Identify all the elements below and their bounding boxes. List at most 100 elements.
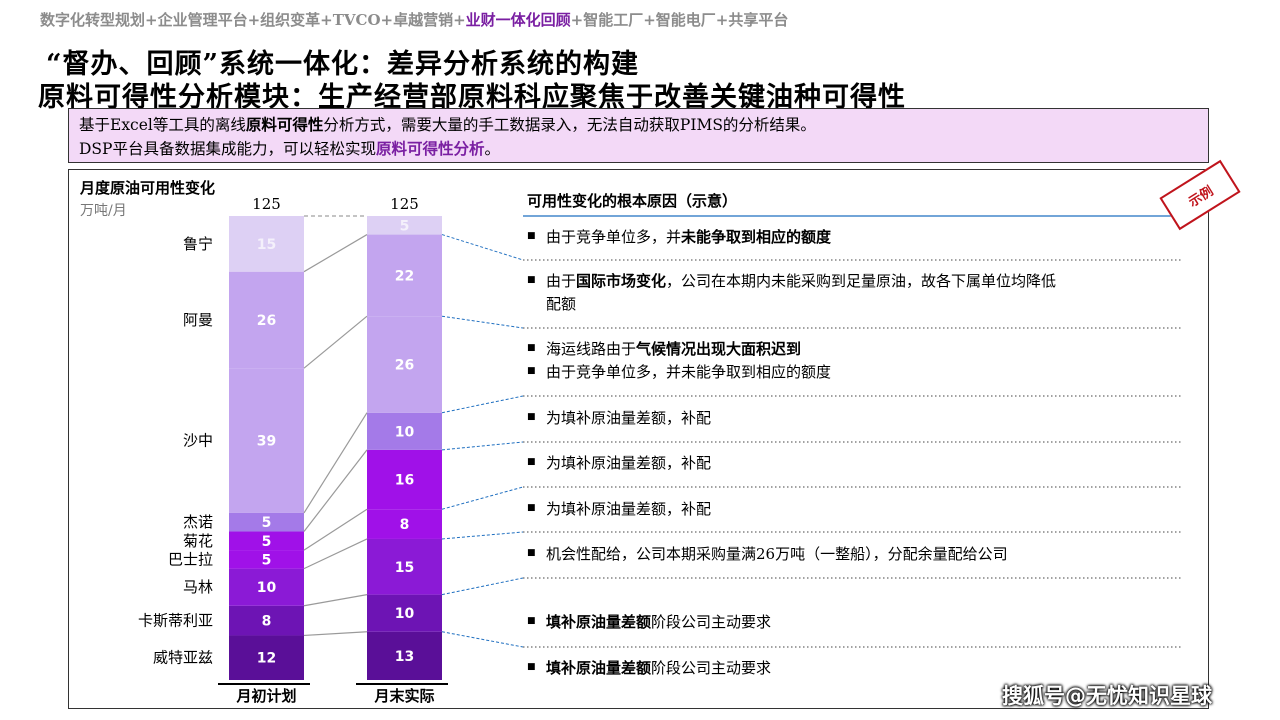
data-label: 10 bbox=[395, 606, 415, 622]
intro-text: 分析方式，需要大量的手工数据录入，无法自动获取PIMS的分析结果。 bbox=[323, 116, 816, 134]
bullet-icon: ■ bbox=[527, 503, 536, 513]
reason-span: 由于竞争单位多，并 bbox=[546, 228, 681, 246]
intro-text: DSP平台具备数据集成能力，可以轻松实现 bbox=[79, 140, 376, 158]
segment-name: 菊花 bbox=[183, 532, 213, 550]
chart-panel bbox=[68, 169, 1209, 709]
leader-line bbox=[441, 631, 524, 648]
data-label: 16 bbox=[395, 473, 414, 489]
watermark: 搜狐号@无忧知识星球 bbox=[1002, 684, 1212, 708]
data-label: 15 bbox=[395, 560, 414, 576]
data-label: 5 bbox=[262, 534, 272, 550]
reason-text: 为填补原油量差额，补配 bbox=[546, 454, 711, 472]
bar-segment bbox=[367, 631, 442, 680]
segment-name: 卡斯蒂利亚 bbox=[138, 612, 213, 630]
connector-line bbox=[303, 594, 368, 607]
bar-segment bbox=[367, 538, 442, 595]
intro-line-2: DSP平台具备数据集成能力，可以轻松实现原料可得性分析。 bbox=[79, 137, 1198, 161]
bar-segment bbox=[229, 550, 304, 569]
reason-span: 为填补原油量差额，补配 bbox=[546, 409, 711, 427]
bar-segment bbox=[367, 594, 442, 632]
intro-text: 基于Excel等工具的离线 bbox=[79, 116, 246, 134]
reason-text: 由于竞争单位多，并未能争取到相应的额度 bbox=[546, 363, 831, 381]
segment-name: 沙中 bbox=[183, 432, 213, 450]
connector-line bbox=[303, 412, 368, 514]
reason-span: 海运线路由于 bbox=[546, 340, 636, 358]
reason-bold: 未能争取到相应的额度 bbox=[680, 228, 832, 246]
connector-line bbox=[303, 449, 368, 532]
segment-name: 威特亚兹 bbox=[153, 649, 213, 667]
leader-line bbox=[441, 395, 524, 414]
segment-name: 阿曼 bbox=[183, 311, 213, 329]
reason-span: 机会性配给，公司本期采购量满26万吨（一整船），分配余量配给公司 bbox=[546, 545, 1008, 563]
bullet-icon: ■ bbox=[527, 662, 536, 672]
data-label: 39 bbox=[257, 434, 276, 450]
leader-line bbox=[441, 486, 524, 510]
data-label: 15 bbox=[257, 237, 276, 253]
bullet-icon: ■ bbox=[527, 366, 536, 376]
bar-segment bbox=[367, 412, 442, 450]
reason-text: 为填补原油量差额，补配 bbox=[546, 500, 711, 518]
bullet-icon: ■ bbox=[527, 231, 536, 241]
page-subtitle: 原料可得性分析模块：生产经营部原料科应聚焦于改善关键油种可得性 bbox=[38, 82, 906, 113]
breadcrumb-text-rest: +智能工厂+智能电厂+共享平台 bbox=[570, 11, 789, 29]
data-label: 26 bbox=[395, 357, 414, 373]
bar-segment bbox=[367, 449, 442, 510]
intro-box: 基于Excel等工具的离线原料可得性分析方式，需要大量的手工数据录入，无法自动获… bbox=[68, 108, 1209, 163]
data-label: 8 bbox=[400, 517, 410, 533]
reason-text: 由于竞争单位多，并未能争取到相应的额度 bbox=[546, 228, 832, 246]
bar-segment bbox=[367, 316, 442, 413]
intro-bold: 原料可得性 bbox=[245, 115, 324, 134]
data-label: 5 bbox=[262, 515, 272, 531]
reason-span: 为填补原油量差额，补配 bbox=[546, 454, 711, 472]
reason-span: 为填补原油量差额，补配 bbox=[546, 500, 711, 518]
reason-bold: 气候情况出现大面积迟到 bbox=[635, 340, 801, 358]
bar-segment bbox=[229, 512, 304, 532]
reason-text-cont: 配额 bbox=[546, 295, 576, 313]
bar-segment bbox=[367, 509, 442, 539]
intro-text: 。 bbox=[484, 140, 501, 158]
data-label: 13 bbox=[395, 649, 414, 665]
connector-line bbox=[303, 315, 368, 369]
bullet-icon: ■ bbox=[527, 616, 536, 626]
reason-span: 阶段公司主动要求 bbox=[651, 659, 771, 677]
bar-segment bbox=[229, 216, 304, 272]
bullet-icon: ■ bbox=[527, 343, 536, 353]
intro-line-1: 基于Excel等工具的离线原料可得性分析方式，需要大量的手工数据录入，无法自动获… bbox=[79, 113, 1198, 137]
intro-highlight: 原料可得性分析 bbox=[375, 139, 485, 158]
chart-unit: 万吨/月 bbox=[80, 203, 127, 219]
segment-name: 鲁宁 bbox=[183, 235, 213, 253]
connector-line bbox=[303, 538, 368, 570]
segment-name: 杰诺 bbox=[183, 513, 213, 531]
data-label: 5 bbox=[262, 552, 272, 568]
reason-bold: 填补原油量差额 bbox=[546, 659, 651, 677]
bar-segment bbox=[367, 234, 442, 317]
breadcrumb: 数字化转型规划+企业管理平台+组织变革+TVCO+卓越营销+业财一体化回顾+智能… bbox=[40, 9, 788, 30]
reason-span: 由于竞争单位多，并未能争取到相应的额度 bbox=[546, 363, 831, 381]
connector-line bbox=[303, 234, 368, 273]
reason-span: 由于 bbox=[546, 272, 576, 290]
segment-name: 马林 bbox=[183, 578, 213, 596]
page-title: “督办、回顾”系统一体化：差异分析系统的构建 bbox=[46, 49, 640, 80]
data-label: 10 bbox=[257, 580, 277, 596]
connector-line bbox=[303, 508, 368, 551]
leader-line bbox=[441, 531, 524, 540]
reason-bold: 填补原油量差额 bbox=[546, 613, 651, 631]
bullet-icon: ■ bbox=[527, 457, 536, 467]
bar-segment bbox=[229, 568, 304, 606]
reason-text: 填补原油量差额阶段公司主动要求 bbox=[546, 659, 771, 677]
data-label: 8 bbox=[262, 614, 272, 630]
data-label: 12 bbox=[257, 651, 276, 667]
bar-segment bbox=[367, 216, 442, 235]
reason-text: 填补原油量差额阶段公司主动要求 bbox=[546, 613, 771, 631]
reasons-title: 可用性变化的根本原因（示意） bbox=[527, 192, 737, 210]
reason-span: ，公司在本期内未能采购到足量原油，故各下属单位均降低 bbox=[666, 272, 1056, 290]
leader-line bbox=[441, 315, 524, 329]
data-label: 26 bbox=[257, 313, 276, 329]
segment-name: 巴士拉 bbox=[168, 550, 213, 568]
chart-title: 月度原油可用性变化 bbox=[79, 179, 215, 197]
data-label: 22 bbox=[395, 268, 414, 284]
leader-line bbox=[441, 441, 524, 451]
reason-span: 阶段公司主动要求 bbox=[651, 613, 771, 631]
category-label: 月末实际 bbox=[373, 687, 434, 705]
